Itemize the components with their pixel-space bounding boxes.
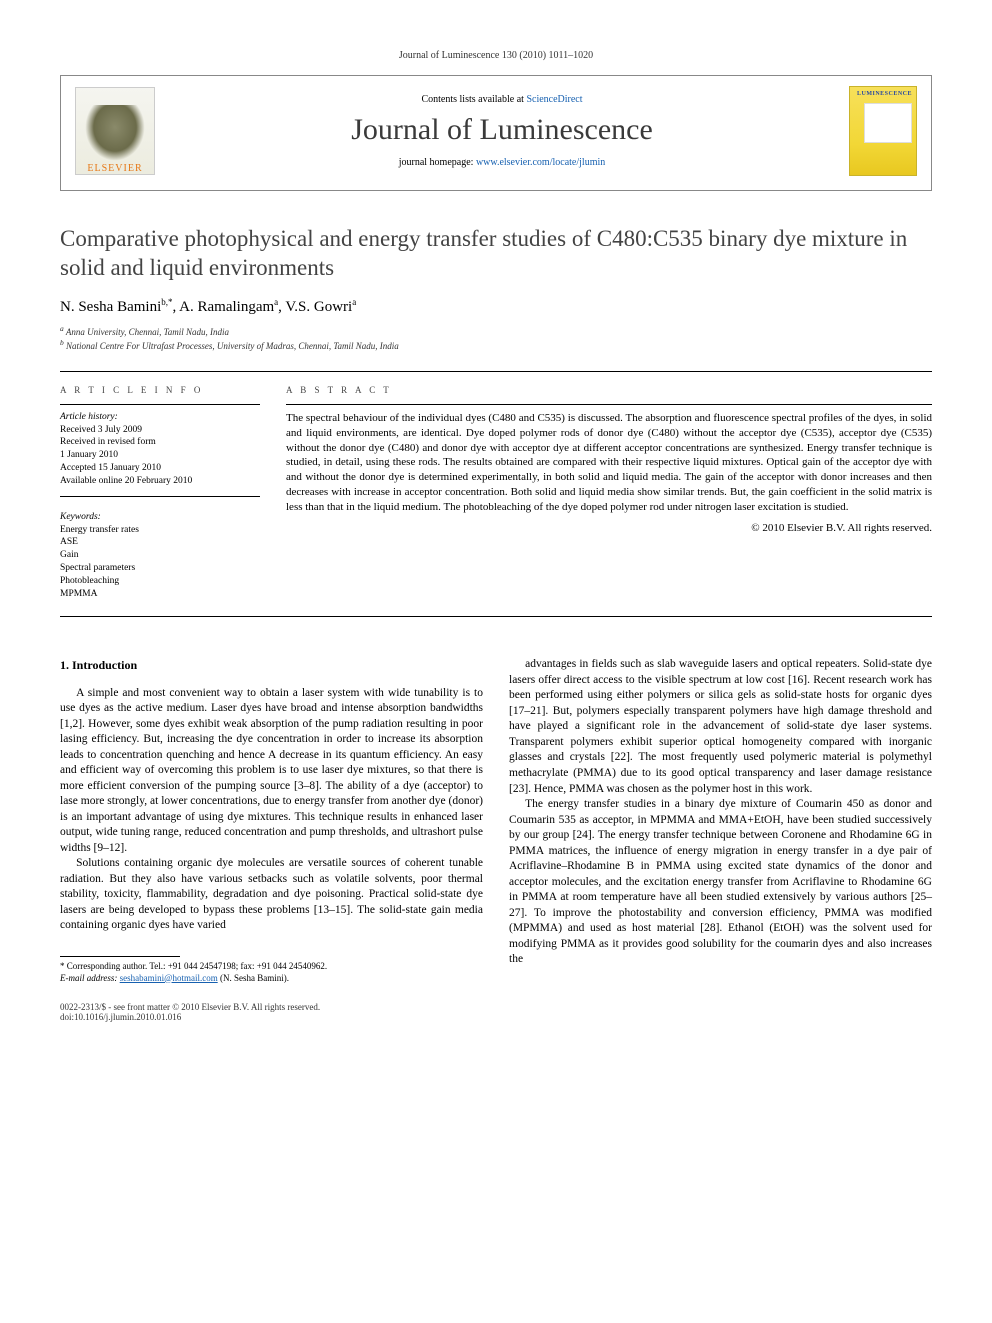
journal-name: Journal of Luminescence [173, 113, 831, 147]
rule-top [60, 371, 932, 372]
abstract-heading: A B S T R A C T [286, 384, 932, 396]
contents-line: Contents lists available at ScienceDirec… [173, 94, 831, 105]
journal-cover-thumb: LUMINESCENCE [849, 86, 917, 176]
journal-header-box: ELSEVIER Contents lists available at Sci… [60, 75, 932, 191]
keyword-2: Gain [60, 549, 260, 562]
history-accepted: Accepted 15 January 2010 [60, 462, 260, 475]
footnote-corr: * Corresponding author. Tel.: +91 044 24… [60, 961, 327, 971]
affiliations: a Anna University, Chennai, Tamil Nadu, … [60, 324, 932, 353]
history-revised-2: 1 January 2010 [60, 449, 260, 462]
affiliation-a-text: Anna University, Chennai, Tamil Nadu, In… [66, 327, 229, 337]
author-2: , A. Ramalingam [173, 299, 275, 315]
section-1-heading: 1. Introduction [60, 657, 483, 673]
sciencedirect-link[interactable]: ScienceDirect [526, 94, 582, 105]
author-3: , V.S. Gowri [278, 299, 352, 315]
article-info-heading: A R T I C L E I N F O [60, 384, 260, 396]
history-received: Received 3 July 2009 [60, 424, 260, 437]
author-1-sup: b,* [161, 297, 172, 307]
abstract-col: A B S T R A C T The spectral behaviour o… [286, 384, 932, 601]
abstract-rule [286, 404, 932, 405]
footnote-email-link[interactable]: seshabamini@hotmail.com [120, 973, 218, 983]
affiliation-a: a Anna University, Chennai, Tamil Nadu, … [60, 324, 932, 339]
paragraph-4: The energy transfer studies in a binary … [509, 797, 932, 968]
authors-line: N. Sesha Baminib,*, A. Ramalingam a, V.S.… [60, 297, 932, 316]
corresponding-footnote: * Corresponding author. Tel.: +91 044 24… [60, 961, 483, 984]
footnote-email-tail: (N. Sesha Bamini). [218, 973, 289, 983]
author-3-sup: a [352, 297, 356, 307]
keyword-3: Spectral parameters [60, 562, 260, 575]
history-online: Available online 20 February 2010 [60, 475, 260, 488]
article-title: Comparative photophysical and energy tra… [60, 225, 932, 283]
affiliation-b-text: National Centre For Ultrafast Processes,… [66, 341, 399, 351]
keywords-label: Keywords: [60, 511, 260, 524]
info-rule-2 [60, 496, 260, 497]
header-center: Contents lists available at ScienceDirec… [173, 94, 831, 168]
elsevier-label: ELSEVIER [87, 163, 142, 174]
paragraph-1: A simple and most convenient way to obta… [60, 686, 483, 857]
info-rule [60, 404, 260, 405]
author-1: N. Sesha Bamini [60, 299, 161, 315]
keyword-4: Photobleaching [60, 575, 260, 588]
contents-prefix: Contents lists available at [421, 94, 526, 105]
cover-title: LUMINESCENCE [857, 91, 912, 97]
elsevier-logo: ELSEVIER [75, 87, 155, 175]
article-info-col: A R T I C L E I N F O Article history: R… [60, 384, 260, 601]
keyword-1: ASE [60, 536, 260, 549]
rule-bottom [60, 616, 932, 617]
keyword-0: Energy transfer rates [60, 524, 260, 537]
cover-image-icon [864, 103, 912, 143]
footer-left: 0022-2313/$ - see front matter © 2010 El… [60, 1002, 320, 1022]
meta-row: A R T I C L E I N F O Article history: R… [60, 384, 932, 601]
abstract-text: The spectral behaviour of the individual… [286, 411, 932, 515]
homepage-prefix: journal homepage: [399, 157, 476, 168]
history-label: Article history: [60, 411, 260, 424]
history-revised-1: Received in revised form [60, 436, 260, 449]
running-header: Journal of Luminescence 130 (2010) 1011–… [60, 50, 932, 61]
body-columns: 1. Introduction A simple and most conven… [60, 657, 932, 984]
footer-front-matter: 0022-2313/$ - see front matter © 2010 El… [60, 1002, 320, 1012]
homepage-line: journal homepage: www.elsevier.com/locat… [173, 157, 831, 168]
footnote-email-label: E-mail address: [60, 973, 120, 983]
footer-doi: doi:10.1016/j.jlumin.2010.01.016 [60, 1012, 320, 1022]
footnote-separator [60, 956, 180, 957]
paragraph-3: advantages in fields such as slab wavegu… [509, 657, 932, 797]
homepage-link[interactable]: www.elsevier.com/locate/jlumin [476, 157, 605, 168]
abstract-copyright: © 2010 Elsevier B.V. All rights reserved… [286, 521, 932, 536]
keyword-5: MPMMA [60, 588, 260, 601]
paragraph-2: Solutions containing organic dye molecul… [60, 856, 483, 934]
page-footer: 0022-2313/$ - see front matter © 2010 El… [60, 1002, 932, 1022]
elsevier-tree-icon [85, 105, 145, 161]
affiliation-b: b National Centre For Ultrafast Processe… [60, 338, 932, 353]
